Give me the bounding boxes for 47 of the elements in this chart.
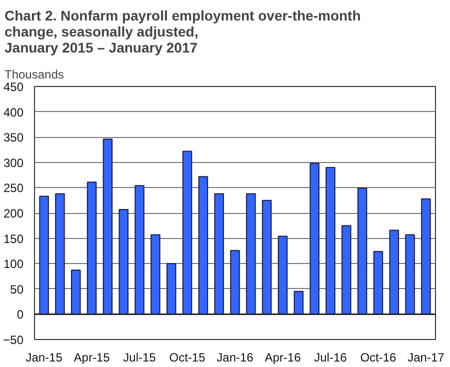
bar — [230, 250, 240, 315]
y-axis-title: Thousands — [4, 68, 64, 82]
bar — [389, 230, 400, 315]
x-tick-label: Jan-16 — [216, 350, 254, 364]
x-tick-label: Jul-16 — [314, 350, 348, 364]
bar — [310, 162, 320, 315]
bar — [182, 150, 192, 315]
bar — [134, 185, 144, 315]
x-tick-label: Oct-15 — [169, 350, 206, 364]
y-tick-label: 450 — [3, 80, 24, 94]
bar — [214, 193, 224, 315]
y-tick-label: 250 — [3, 181, 24, 196]
bar — [357, 188, 368, 315]
x-tick-label: Apr-16 — [264, 350, 302, 364]
y-tick-label: 50 — [10, 282, 24, 296]
y-tick-label: 100 — [3, 257, 24, 272]
bar — [278, 236, 288, 315]
bar — [326, 166, 336, 315]
bar — [86, 182, 97, 315]
y-tick-label: 300 — [3, 156, 24, 170]
bar — [150, 234, 160, 315]
bar — [405, 234, 415, 315]
x-tick-label: Jan-15 — [26, 350, 63, 364]
bar — [373, 250, 384, 315]
x-tick-label: Oct-16 — [360, 350, 397, 364]
bar — [102, 138, 113, 315]
y-tick-label: 150 — [3, 232, 24, 246]
x-tick-label: Jul-15 — [123, 350, 156, 364]
x-tick-label: Jan-17 — [408, 350, 445, 364]
y-tick-label: 200 — [3, 206, 24, 220]
bar — [198, 176, 208, 315]
y-tick-label: 350 — [3, 130, 24, 145]
bar — [166, 263, 176, 315]
bar — [55, 193, 65, 315]
bar — [262, 200, 272, 315]
y-tick-label: −50 — [3, 333, 24, 347]
x-tick-label: Apr-15 — [74, 350, 110, 364]
bar — [342, 225, 352, 315]
y-tick-label: 0 — [16, 308, 24, 322]
chart-title: Chart 2. Nonfarm payroll employment over-the-month change, seasonally adjusted, January 2015 – January 2017 — [4, 8, 361, 56]
bar — [70, 270, 81, 315]
bar — [421, 198, 431, 315]
bar — [118, 208, 128, 315]
bar — [294, 290, 304, 315]
y-tick-label: 400 — [3, 105, 24, 120]
bar — [246, 193, 256, 315]
bar — [39, 196, 49, 315]
